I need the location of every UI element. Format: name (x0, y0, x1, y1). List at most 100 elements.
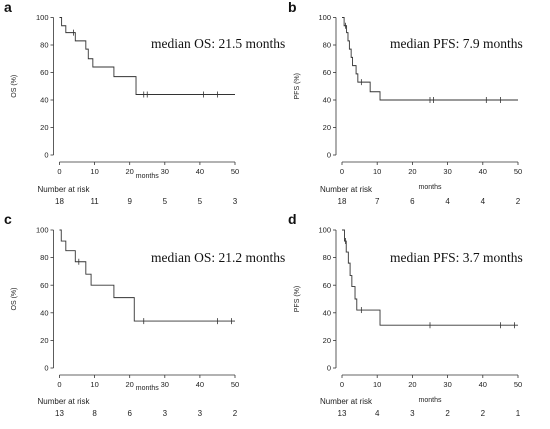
x-axis-label: months (419, 184, 442, 191)
y-tick-label: 100 (36, 13, 49, 22)
x-axis-label: months (136, 173, 159, 180)
y-axis-label: OS (%) (11, 288, 18, 311)
median-annotation: median PFS: 7.9 months (390, 36, 523, 51)
panel-letter: b (288, 0, 297, 15)
risk-count: 2 (481, 409, 486, 418)
y-axis-label: OS (%) (11, 75, 18, 98)
panel-c: c median OS: 21.2 months 0 20 40 60 80 100 0 10 20… (4, 211, 285, 418)
risk-table-title: Number at risk (320, 185, 373, 194)
risk-count: 4 (481, 197, 486, 206)
x-tick-label: 40 (196, 380, 204, 389)
x-axis-label: months (419, 397, 442, 404)
risk-table-title: Number at risk (38, 397, 91, 406)
y-tick-label: 60 (323, 281, 331, 290)
panel-d: d median PFS: 3.7 months 0 20 40 60 80 100 0 10 20… (288, 211, 523, 418)
y-tick-label: 20 (323, 123, 331, 132)
y-tick-label: 80 (323, 41, 331, 50)
y-axis-label: PFS (%) (294, 286, 301, 312)
risk-count: 18 (338, 197, 347, 206)
risk-count: 7 (375, 197, 380, 206)
x-tick-label: 40 (196, 167, 204, 176)
risk-count: 5 (163, 197, 168, 206)
y-tick-label: 0 (327, 151, 331, 160)
y-tick-label: 60 (40, 281, 48, 290)
y-tick-label: 40 (323, 96, 331, 105)
y-tick-label: 0 (44, 364, 48, 373)
x-tick-label: 20 (408, 167, 416, 176)
x-tick-label: 0 (57, 380, 61, 389)
survival-curve (342, 17, 518, 101)
median-annotation: median PFS: 3.7 months (390, 250, 523, 265)
y-tick-label: 20 (323, 336, 331, 345)
x-tick-label: 20 (126, 167, 134, 176)
risk-count: 13 (338, 409, 347, 418)
y-tick-label: 60 (40, 68, 48, 77)
risk-table-title: Number at risk (320, 397, 373, 406)
median-annotation: median OS: 21.5 months (151, 36, 285, 51)
x-tick-label: 50 (514, 380, 522, 389)
y-tick-label: 80 (323, 253, 331, 262)
y-tick-label: 0 (44, 151, 48, 160)
risk-count: 11 (90, 197, 99, 206)
y-axis-label: PFS (%) (294, 73, 301, 99)
risk-count: 8 (92, 409, 97, 418)
survival-curve (59, 229, 235, 322)
risk-count: 3 (410, 409, 415, 418)
survival-curve (59, 17, 235, 95)
y-tick-label: 100 (36, 226, 49, 235)
x-tick-label: 0 (57, 167, 61, 176)
x-axis-label: months (136, 385, 159, 392)
survival-curve (342, 229, 518, 326)
risk-count: 13 (55, 409, 64, 418)
risk-table-title: Number at risk (38, 185, 91, 194)
y-tick-label: 0 (327, 364, 331, 373)
risk-count: 18 (55, 197, 64, 206)
y-tick-label: 20 (40, 336, 48, 345)
x-tick-label: 10 (90, 167, 98, 176)
median-annotation: median OS: 21.2 months (151, 250, 285, 265)
panel-b: b median PFS: 7.9 months 0 20 40 60 80 100 0 10 20… (288, 0, 523, 206)
y-tick-label: 100 (318, 226, 331, 235)
panel-a: a median OS: 21.5 months 0 20 40 60 80 100 0 10 20… (4, 0, 285, 206)
risk-count: 4 (445, 197, 450, 206)
risk-count: 1 (516, 409, 521, 418)
y-tick-label: 20 (40, 123, 48, 132)
x-tick-label: 30 (443, 380, 451, 389)
y-tick-label: 40 (323, 308, 331, 317)
x-tick-label: 30 (443, 167, 451, 176)
risk-count: 2 (516, 197, 521, 206)
risk-count: 6 (410, 197, 415, 206)
x-tick-label: 20 (126, 380, 134, 389)
x-tick-label: 30 (161, 167, 169, 176)
y-tick-label: 40 (40, 96, 48, 105)
x-tick-label: 0 (340, 167, 344, 176)
risk-count: 3 (233, 197, 238, 206)
y-tick-label: 60 (323, 68, 331, 77)
risk-count: 5 (198, 197, 203, 206)
risk-count: 3 (198, 409, 203, 418)
x-tick-label: 40 (479, 167, 487, 176)
panel-letter: c (4, 211, 12, 227)
x-tick-label: 50 (231, 380, 239, 389)
y-tick-label: 80 (40, 253, 48, 262)
x-tick-label: 10 (373, 167, 381, 176)
risk-count: 3 (163, 409, 168, 418)
x-tick-label: 10 (90, 380, 98, 389)
x-tick-label: 20 (408, 380, 416, 389)
x-tick-label: 50 (231, 167, 239, 176)
y-tick-label: 80 (40, 41, 48, 50)
risk-count: 4 (375, 409, 380, 418)
risk-count: 9 (127, 197, 132, 206)
y-tick-label: 100 (318, 13, 331, 22)
x-tick-label: 10 (373, 380, 381, 389)
x-tick-label: 0 (340, 380, 344, 389)
risk-count: 2 (233, 409, 238, 418)
x-tick-label: 50 (514, 167, 522, 176)
x-tick-label: 30 (161, 380, 169, 389)
y-tick-label: 40 (40, 308, 48, 317)
panel-letter: a (4, 0, 12, 15)
x-tick-label: 40 (479, 380, 487, 389)
risk-count: 2 (445, 409, 450, 418)
panel-letter: d (288, 211, 297, 227)
